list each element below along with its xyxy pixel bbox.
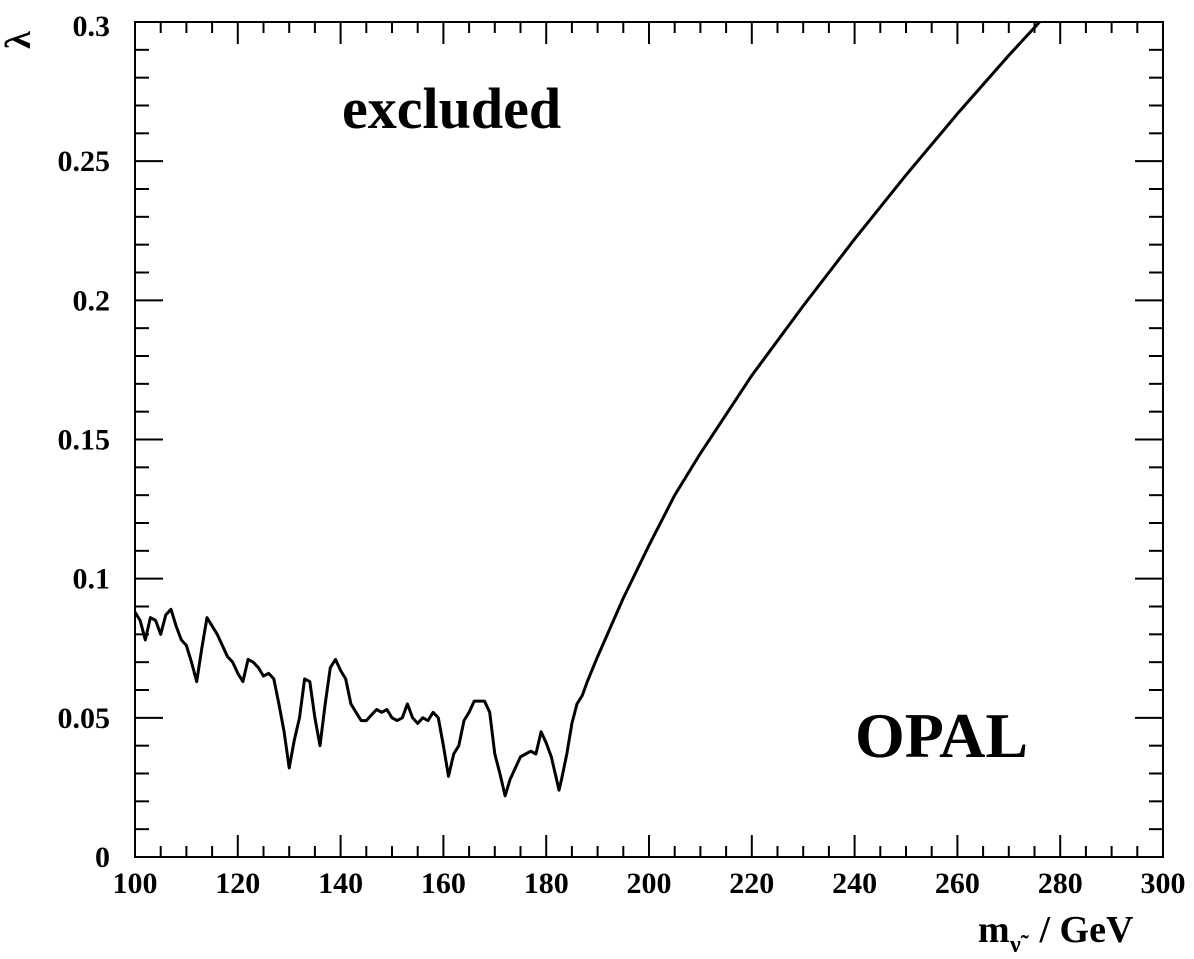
svg-text:m: m xyxy=(978,909,1010,951)
x-tick-label: 300 xyxy=(1141,867,1186,900)
y-tick-label: 0.25 xyxy=(58,145,111,178)
svg-text:ν̃: ν̃ xyxy=(1009,932,1029,958)
limit-curve xyxy=(133,20,1041,798)
x-tick-label: 220 xyxy=(729,867,774,900)
axis-ticks xyxy=(134,21,1164,858)
x-tick-label: 200 xyxy=(627,867,672,900)
x-tick-labels: 100 120 140 160 180 200 220 240 260 280 300 xyxy=(113,867,1186,900)
x-tick-label: 240 xyxy=(832,867,877,900)
opal-label: OPAL xyxy=(855,700,1028,771)
svg-text:/ GeV: / GeV xyxy=(1030,909,1134,951)
y-tick-label: 0.3 xyxy=(73,10,111,43)
y-tick-labels: 0 0.05 0.1 0.15 0.2 0.25 0.3 xyxy=(58,10,111,874)
excluded-label: excluded xyxy=(342,76,561,141)
y-tick-label: 0.05 xyxy=(58,702,111,735)
y-tick-label: 0 xyxy=(95,841,110,874)
x-axis-label: m ν̃ / GeV xyxy=(978,909,1134,958)
x-tick-label: 280 xyxy=(1038,867,1083,900)
x-tick-label: 140 xyxy=(318,867,363,900)
x-tick-label: 260 xyxy=(935,867,980,900)
x-tick-label: 120 xyxy=(215,867,260,900)
x-tick-label: 160 xyxy=(421,867,466,900)
x-tick-label: 100 xyxy=(113,867,158,900)
y-tick-label: 0.2 xyxy=(73,284,111,317)
y-tick-label: 0.1 xyxy=(73,563,111,596)
x-tick-label: 180 xyxy=(524,867,569,900)
y-tick-label: 0.15 xyxy=(58,424,111,457)
y-axis-label: λ xyxy=(0,31,38,49)
